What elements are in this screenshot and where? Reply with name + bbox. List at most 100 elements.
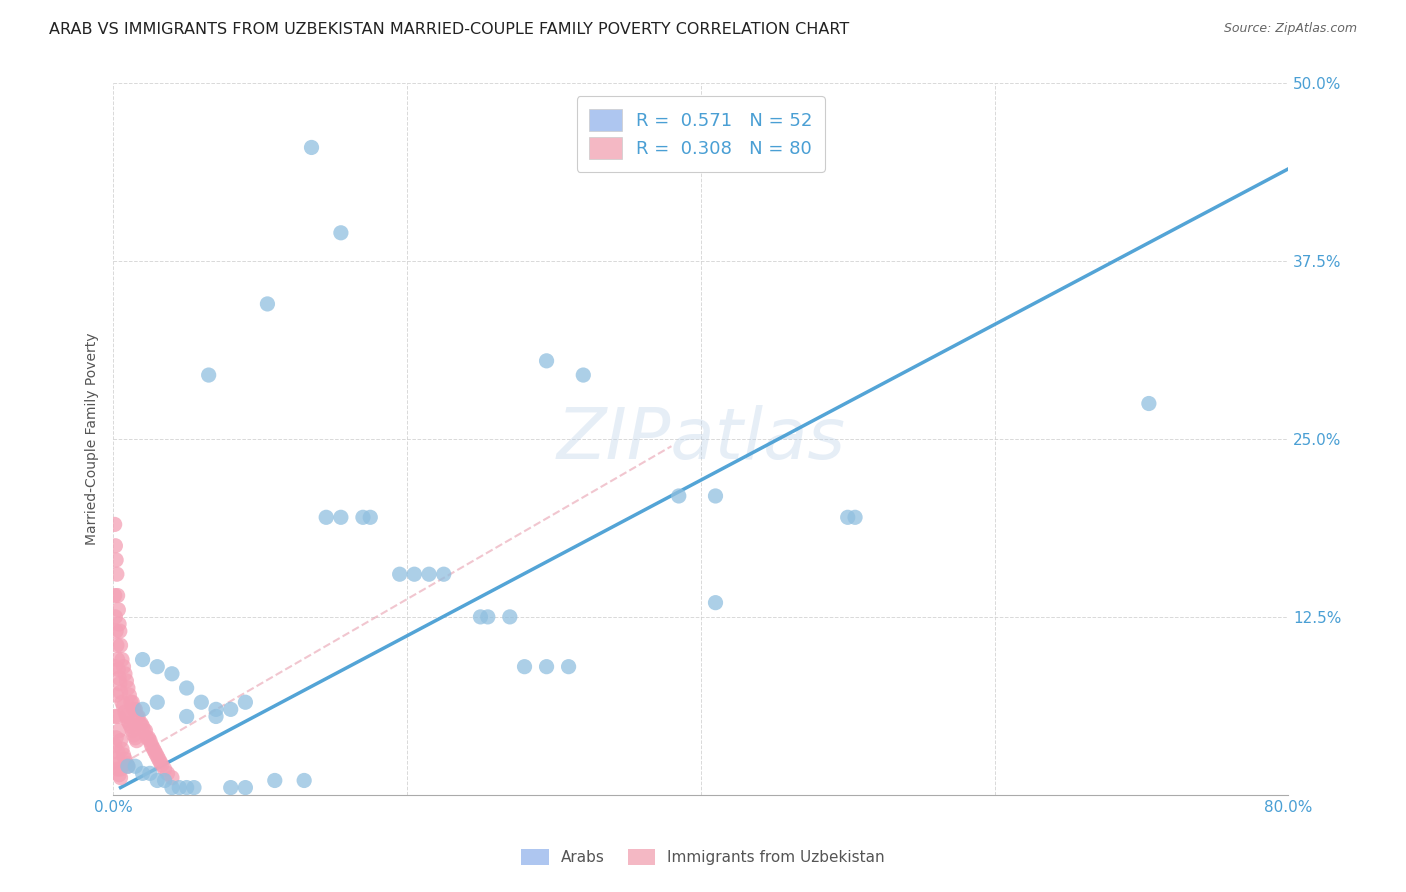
Point <box>132 723 155 738</box>
Point <box>704 489 727 503</box>
Point <box>477 610 499 624</box>
Point <box>112 699 135 714</box>
Point <box>418 567 440 582</box>
Point <box>105 638 128 652</box>
Point <box>404 567 426 582</box>
Point <box>117 714 139 728</box>
Point <box>557 659 579 673</box>
Point <box>301 140 323 154</box>
Point <box>120 719 142 733</box>
Point <box>105 731 128 745</box>
Text: ZIPatlas: ZIPatlas <box>557 405 845 474</box>
Point <box>111 742 134 756</box>
Point <box>256 297 278 311</box>
Point <box>114 666 136 681</box>
Point <box>107 762 129 776</box>
Point <box>128 716 150 731</box>
Point <box>153 762 176 776</box>
Point <box>110 733 132 747</box>
Point <box>235 780 257 795</box>
Point <box>131 719 153 733</box>
Point <box>107 709 129 723</box>
Point <box>115 709 138 723</box>
Point <box>235 695 257 709</box>
Point <box>263 773 285 788</box>
Point <box>844 510 866 524</box>
Point <box>146 695 169 709</box>
Point <box>122 728 145 742</box>
Point <box>108 756 131 771</box>
Point <box>146 773 169 788</box>
Point <box>124 702 146 716</box>
Point <box>315 510 337 524</box>
Point <box>572 368 595 382</box>
Point <box>104 738 127 752</box>
Point <box>125 733 148 747</box>
Point <box>108 723 131 738</box>
Point <box>121 723 143 738</box>
Point <box>108 768 131 782</box>
Point <box>292 773 315 788</box>
Point <box>104 659 127 673</box>
Point <box>117 681 139 695</box>
Point <box>124 731 146 745</box>
Point <box>197 368 219 382</box>
Point <box>104 610 127 624</box>
Point <box>114 752 136 766</box>
Point <box>117 759 139 773</box>
Point <box>141 738 163 752</box>
Point <box>118 716 141 731</box>
Point <box>329 226 352 240</box>
Point <box>108 671 131 685</box>
Point <box>112 659 135 673</box>
Point <box>124 759 146 773</box>
Point <box>105 624 128 639</box>
Point <box>146 659 169 673</box>
Point <box>125 709 148 723</box>
Point <box>112 747 135 762</box>
Point <box>160 771 183 785</box>
Point <box>139 733 162 747</box>
Point <box>105 553 128 567</box>
Point <box>146 749 169 764</box>
Point <box>359 510 381 524</box>
Point <box>110 685 132 699</box>
Point <box>142 740 165 755</box>
Point <box>107 663 129 677</box>
Point <box>107 652 129 666</box>
Point <box>108 677 131 691</box>
Point <box>107 603 129 617</box>
Point <box>136 731 159 745</box>
Point <box>837 510 859 524</box>
Point <box>110 638 132 652</box>
Point <box>219 780 242 795</box>
Point <box>115 673 138 688</box>
Point <box>176 780 198 795</box>
Point <box>153 773 176 788</box>
Point <box>536 354 558 368</box>
Point <box>160 666 183 681</box>
Point <box>127 709 149 723</box>
Point <box>205 709 228 723</box>
Point <box>105 567 128 582</box>
Point <box>104 589 127 603</box>
Point <box>118 688 141 702</box>
Point <box>131 652 153 666</box>
Point <box>1137 396 1160 410</box>
Point <box>499 610 522 624</box>
Point <box>183 780 205 795</box>
Point <box>190 695 212 709</box>
Point <box>149 755 172 769</box>
Point <box>156 766 179 780</box>
Point <box>110 771 132 785</box>
Point <box>433 567 456 582</box>
Point <box>219 702 242 716</box>
Point <box>704 596 727 610</box>
Point <box>120 695 142 709</box>
Text: ARAB VS IMMIGRANTS FROM UZBEKISTAN MARRIED-COUPLE FAMILY POVERTY CORRELATION CHA: ARAB VS IMMIGRANTS FROM UZBEKISTAN MARRI… <box>49 22 849 37</box>
Point <box>105 752 128 766</box>
Y-axis label: Married-Couple Family Poverty: Married-Couple Family Poverty <box>86 333 100 545</box>
Legend: Arabs, Immigrants from Uzbekistan: Arabs, Immigrants from Uzbekistan <box>515 843 891 871</box>
Point <box>160 780 183 795</box>
Point <box>131 702 153 716</box>
